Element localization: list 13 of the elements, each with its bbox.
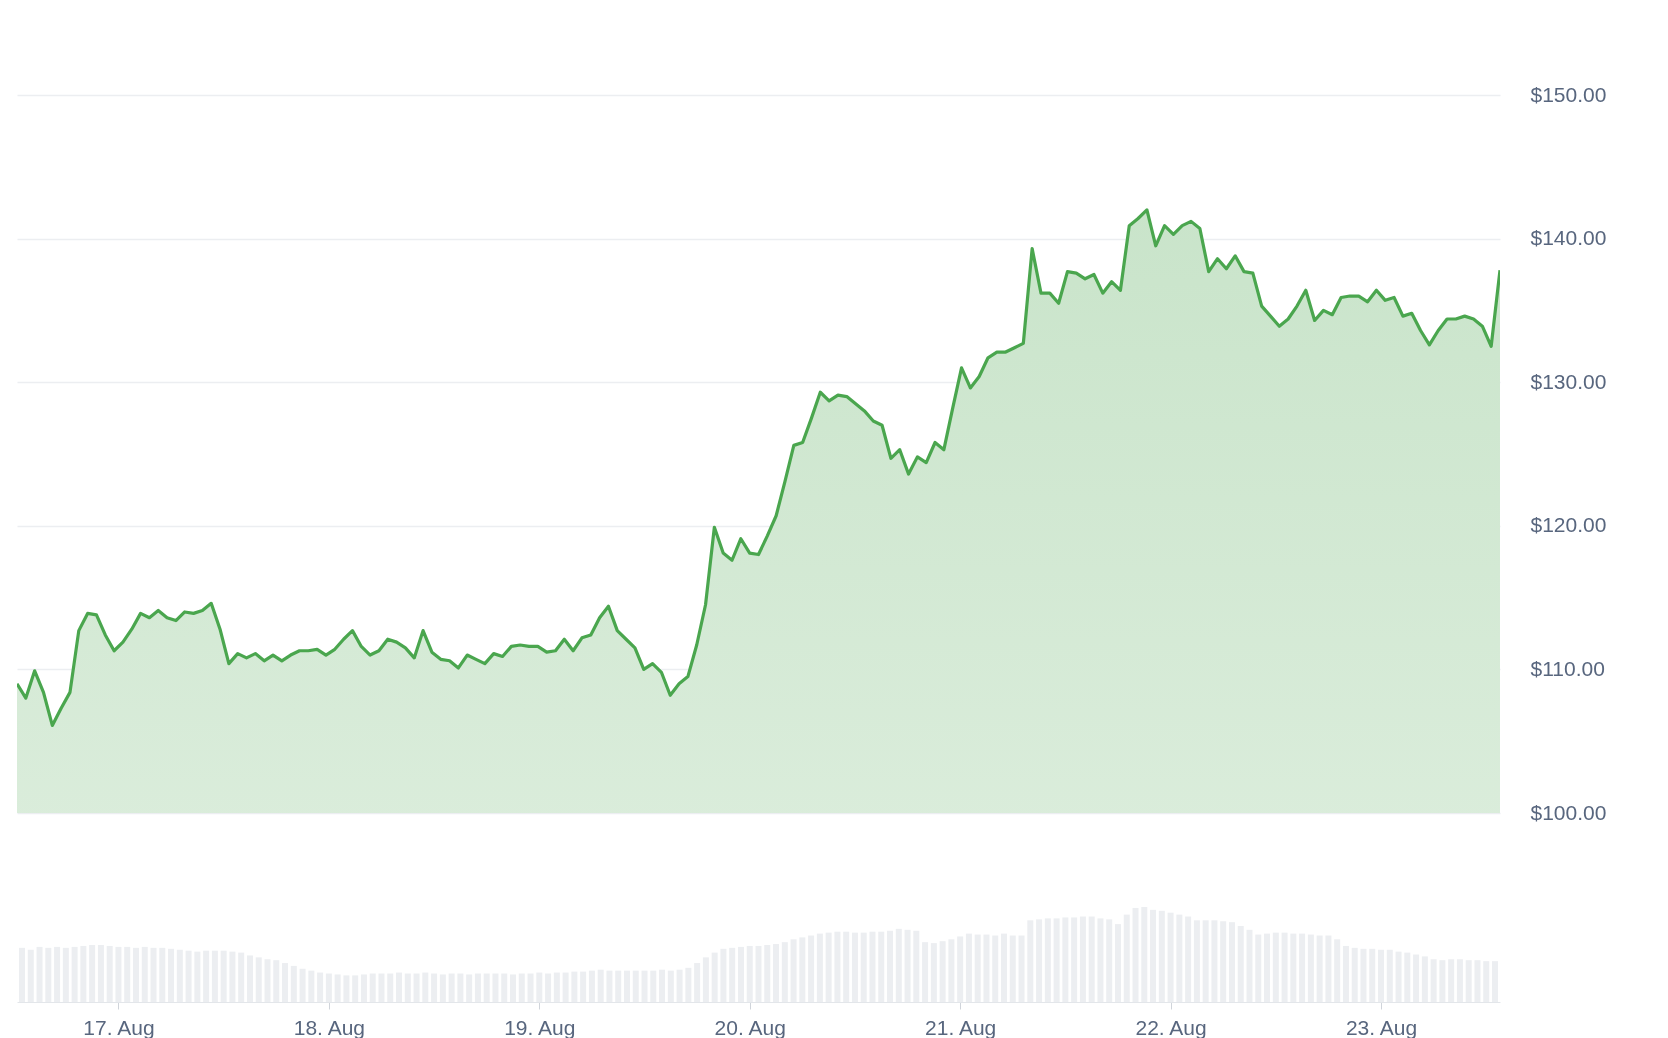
- x-tick-label: 20. Aug: [714, 1015, 786, 1038]
- y-tick-label: $110.00: [1530, 656, 1605, 680]
- x-tick-label: 22. Aug: [1135, 1015, 1207, 1038]
- y-tick-label: $150.00: [1530, 82, 1607, 106]
- y-tick-label: $120.00: [1530, 513, 1607, 537]
- y-tick-label: $140.00: [1530, 226, 1607, 250]
- y-tick-label: $100.00: [1530, 800, 1607, 824]
- x-tick-label: 18. Aug: [293, 1015, 365, 1038]
- y-tick-label: $130.00: [1530, 369, 1607, 393]
- x-tick-label: 17. Aug: [83, 1015, 155, 1038]
- x-tick-label: 21. Aug: [925, 1015, 997, 1038]
- x-tick-label: 19. Aug: [504, 1015, 576, 1038]
- x-tick-label: 23. Aug: [1345, 1015, 1418, 1038]
